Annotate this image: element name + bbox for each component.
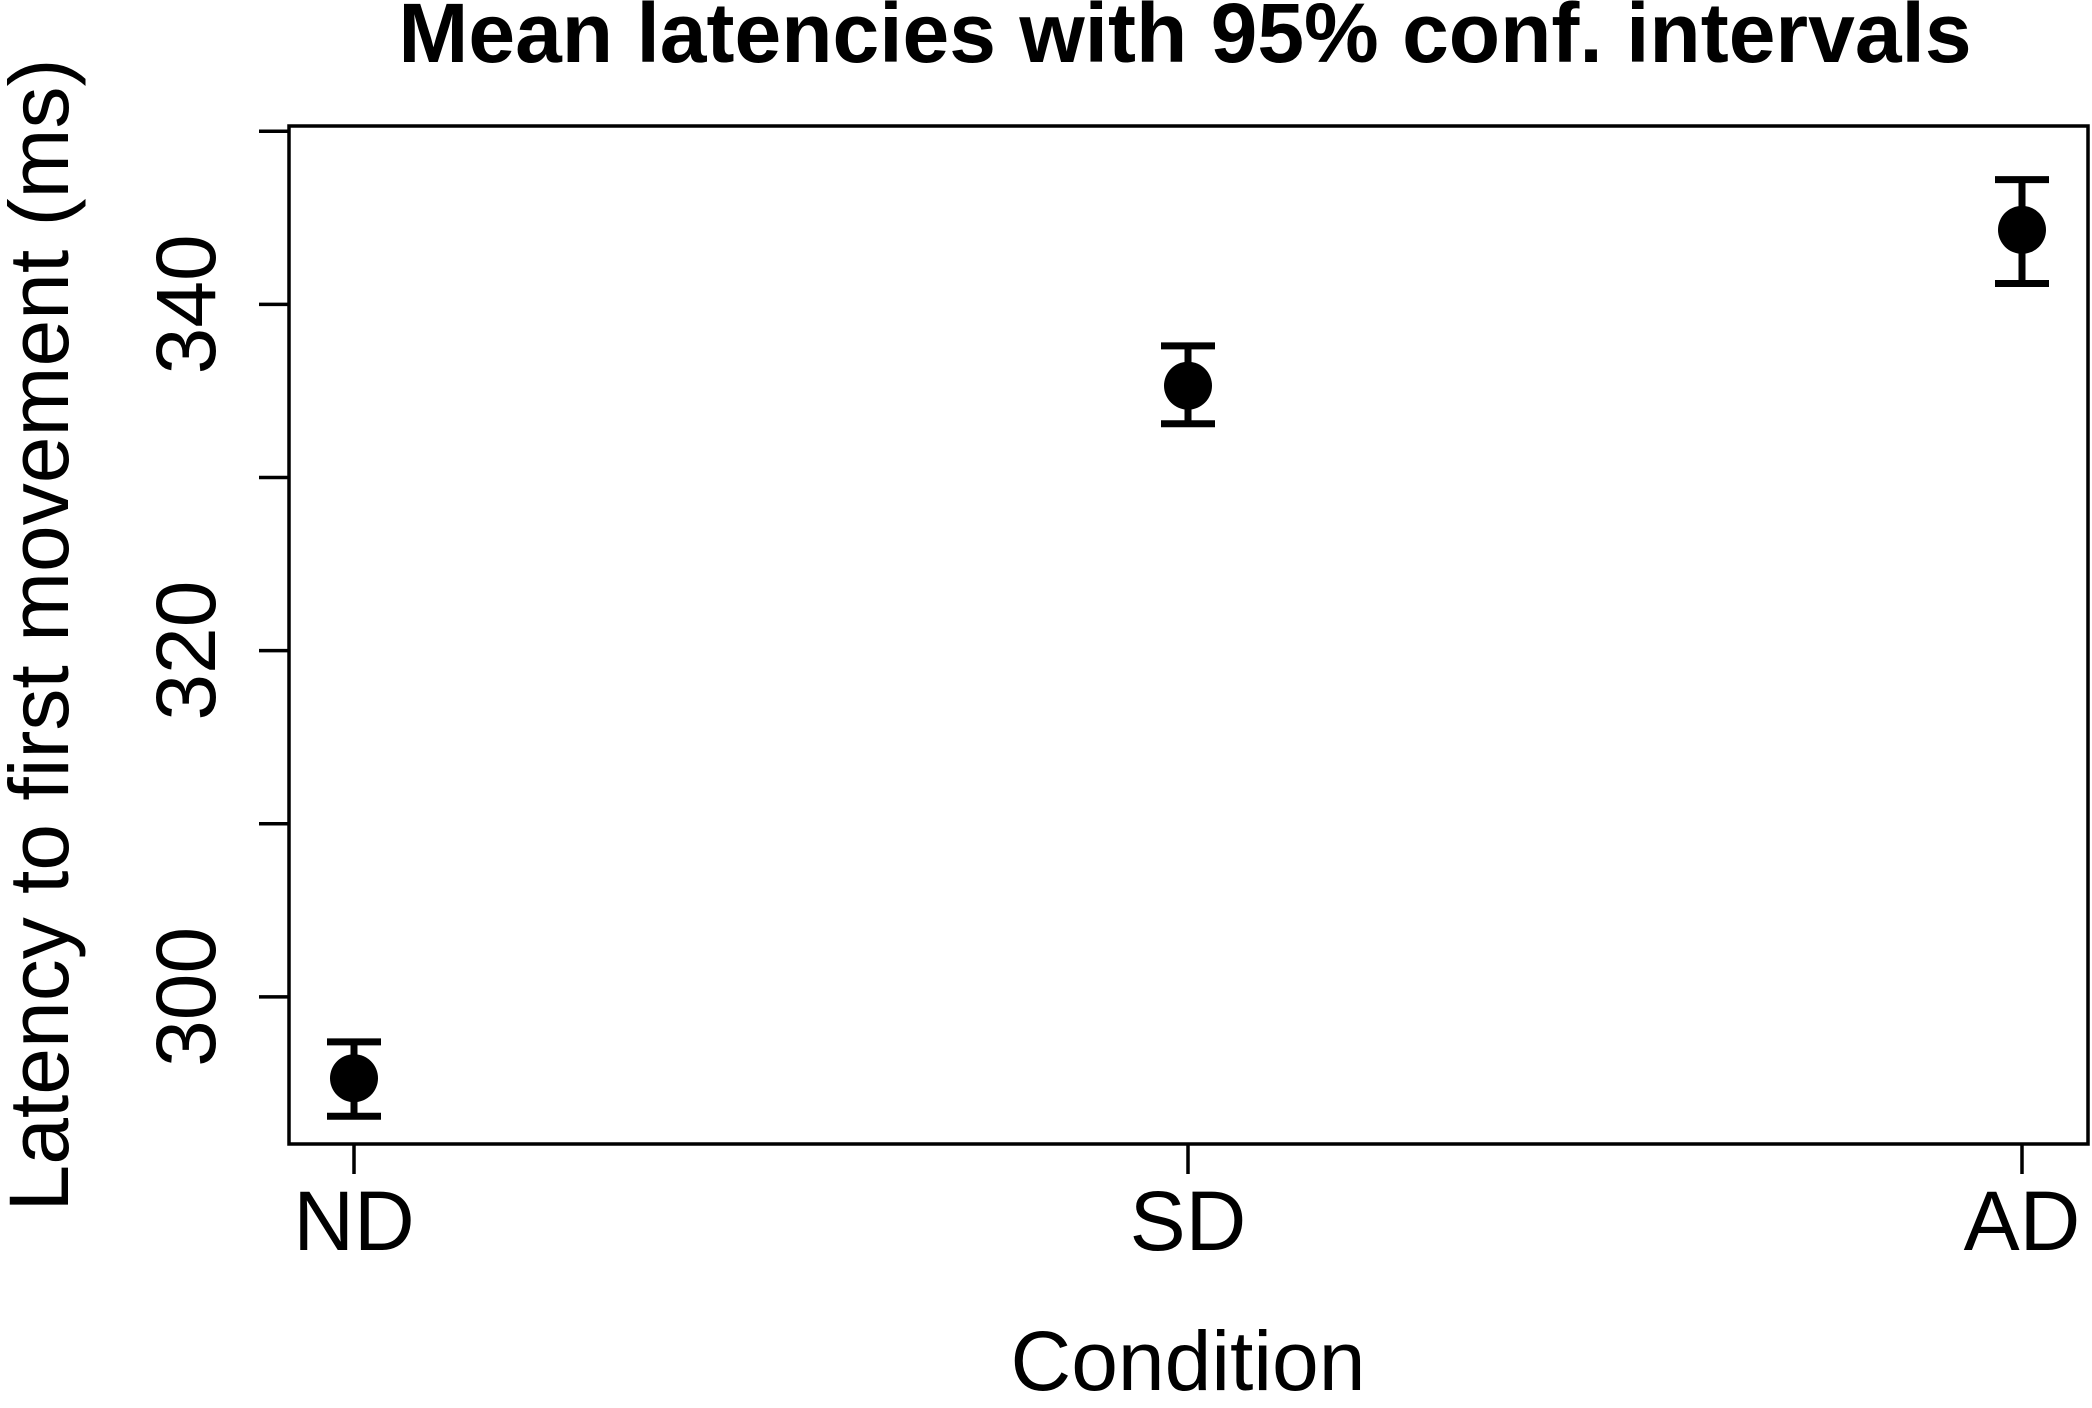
data-point-nd bbox=[330, 1054, 378, 1103]
x-axis-label: Condition bbox=[1011, 1314, 1366, 1408]
x-tick-label: SD bbox=[1130, 1174, 1247, 1268]
x-tick-label: ND bbox=[293, 1174, 414, 1268]
data-point-ad bbox=[1998, 205, 2046, 254]
y-tick-label: 300 bbox=[139, 927, 233, 1067]
error-bar-sd bbox=[1161, 342, 1215, 428]
data-points bbox=[327, 176, 2049, 1120]
chart-title: Mean latencies with 95% conf. intervals bbox=[398, 0, 1971, 80]
plot-frame bbox=[287, 124, 2090, 1146]
x-tick-label: AD bbox=[1964, 1174, 2081, 1268]
y-tick-label: 340 bbox=[139, 234, 233, 374]
x-axis: ND SD AD bbox=[293, 1144, 2080, 1268]
data-point-sd bbox=[1164, 361, 1212, 410]
error-bar-nd bbox=[327, 1038, 381, 1120]
error-bar-ad bbox=[1995, 176, 2049, 288]
y-tick-label: 320 bbox=[139, 581, 233, 721]
y-axis: 300 320 340 bbox=[139, 129, 289, 1067]
y-axis-label: Latency to first movement (ms) bbox=[0, 59, 86, 1212]
